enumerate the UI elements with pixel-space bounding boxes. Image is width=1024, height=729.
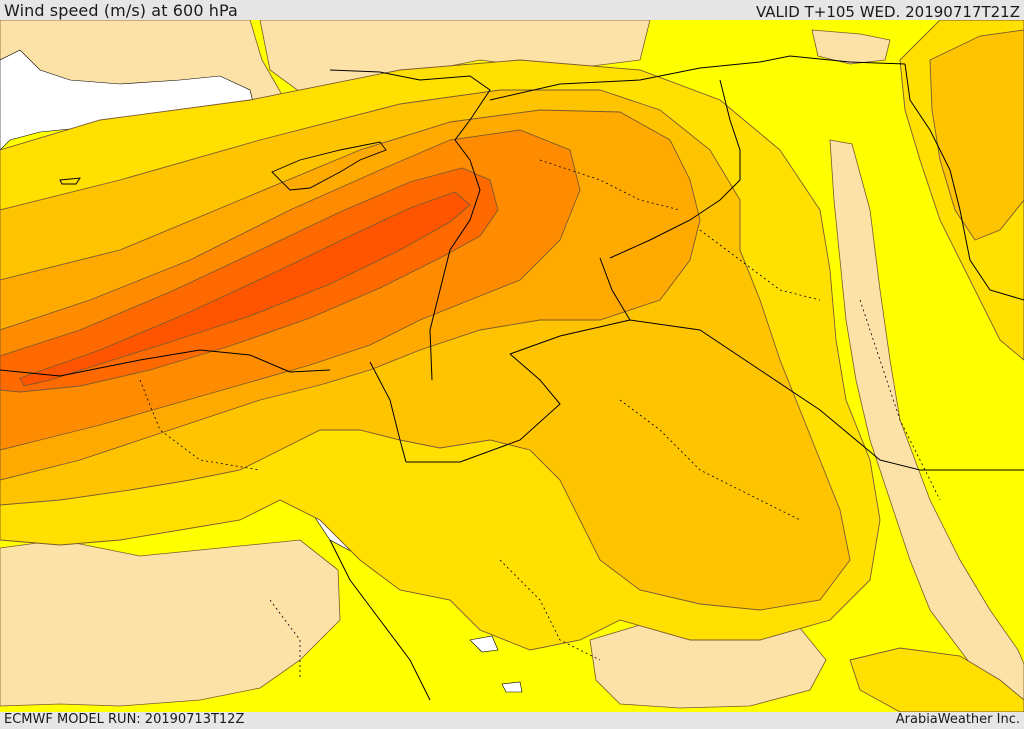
wind-speed-map xyxy=(0,20,1024,712)
map-title: Wind speed (m/s) at 600 hPa xyxy=(4,1,238,20)
calm-area-southwest xyxy=(0,539,341,707)
calm-area-east-strip xyxy=(829,139,1024,712)
border-iraq-west xyxy=(609,79,741,259)
border-coast-north-africa xyxy=(0,349,331,377)
country-borders xyxy=(0,55,1024,701)
band-strongest xyxy=(19,191,471,387)
province-border-4 xyxy=(699,229,821,301)
water-island-south-2 xyxy=(501,681,523,693)
island-crete xyxy=(59,177,81,185)
valid-time: VALID T+105 WED. 20190717T21Z xyxy=(755,3,1020,21)
border-egypt-sudan xyxy=(406,353,561,463)
band-moderate-southeast xyxy=(849,647,1024,712)
map-footer: ECMWF MODEL RUN: 20190713T12Z ArabiaWeat… xyxy=(0,712,1024,729)
model-run: ECMWF MODEL RUN: 20190713T12Z xyxy=(4,712,245,727)
province-border-7 xyxy=(859,299,941,501)
band-moderate-east-core xyxy=(929,29,1024,241)
border-syria-iraq xyxy=(489,55,906,101)
border-coast-turkey xyxy=(329,69,491,161)
province-border-2 xyxy=(619,399,801,521)
border-coast-levant xyxy=(429,159,481,381)
border-egypt-israel xyxy=(369,361,407,463)
core-bands xyxy=(0,129,581,451)
province-border-5 xyxy=(539,159,681,211)
brand-name: ArabiaWeather Inc. xyxy=(895,712,1020,727)
border-sinai-coast xyxy=(329,539,431,701)
province-border-6 xyxy=(269,599,301,680)
province-borders xyxy=(139,159,941,680)
map-header: Wind speed (m/s) at 600 hPa VALID T+105 … xyxy=(0,0,1024,21)
island-cyprus xyxy=(271,141,387,191)
province-border-1 xyxy=(139,379,261,471)
border-saudi-iraq xyxy=(629,319,1024,471)
border-iran-iraq xyxy=(904,63,1024,301)
islands xyxy=(59,141,387,191)
calm-area-northeast xyxy=(811,29,891,65)
water-island-south xyxy=(469,635,499,653)
band-stronger xyxy=(0,167,499,393)
